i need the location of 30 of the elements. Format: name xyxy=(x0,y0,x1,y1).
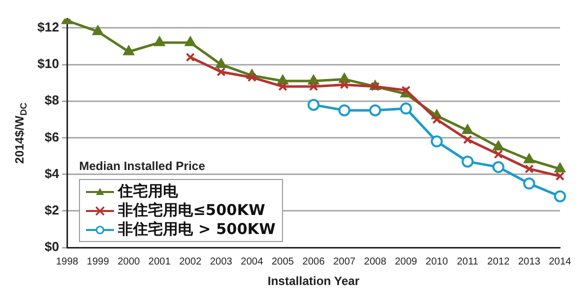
x-tick-label: 2004 xyxy=(240,256,264,268)
x-tick-label: 2006 xyxy=(302,256,326,268)
legend-label: 非住宅用电≤500KW xyxy=(118,200,266,219)
x-tick-label: 2012 xyxy=(487,256,510,268)
x-tick-label: 1998 xyxy=(56,256,79,268)
x-tick-label: 2000 xyxy=(118,256,140,268)
x-tick-label: 2005 xyxy=(272,256,294,268)
x-tick-label: 2002 xyxy=(179,256,202,268)
x-tick-label: 2001 xyxy=(148,256,172,268)
y-tick-label: $4 xyxy=(44,166,60,181)
x-tick-label: 2008 xyxy=(364,256,387,268)
y-tick-label: $2 xyxy=(44,202,60,218)
x-tick-label: 2014 xyxy=(548,256,572,268)
y-axis-title: 2014$/WDC xyxy=(12,102,28,164)
y-tick-label: $12 xyxy=(37,20,60,35)
y-tick-label: $8 xyxy=(44,92,60,108)
x-tick-label: 2010 xyxy=(426,256,448,268)
x-tick-label: 2007 xyxy=(333,256,356,268)
x-tick-label: 1999 xyxy=(86,256,110,268)
x-tick-label: 2009 xyxy=(394,256,418,268)
x-tick-label: 2013 xyxy=(518,256,541,268)
legend-title: Median Installed Price xyxy=(79,158,206,173)
x-tick-label: 2011 xyxy=(456,256,479,268)
x-axis-title: Installation Year xyxy=(268,274,360,288)
legend-label: 住宅用电 xyxy=(118,182,178,200)
y-tick-label: $6 xyxy=(44,129,60,144)
y-tick-label: $10 xyxy=(37,56,60,72)
legend-label: 非住宅用电 > 500KW xyxy=(118,220,276,238)
y-tick-label: $0 xyxy=(44,239,60,254)
x-tick-label: 2003 xyxy=(210,256,233,268)
